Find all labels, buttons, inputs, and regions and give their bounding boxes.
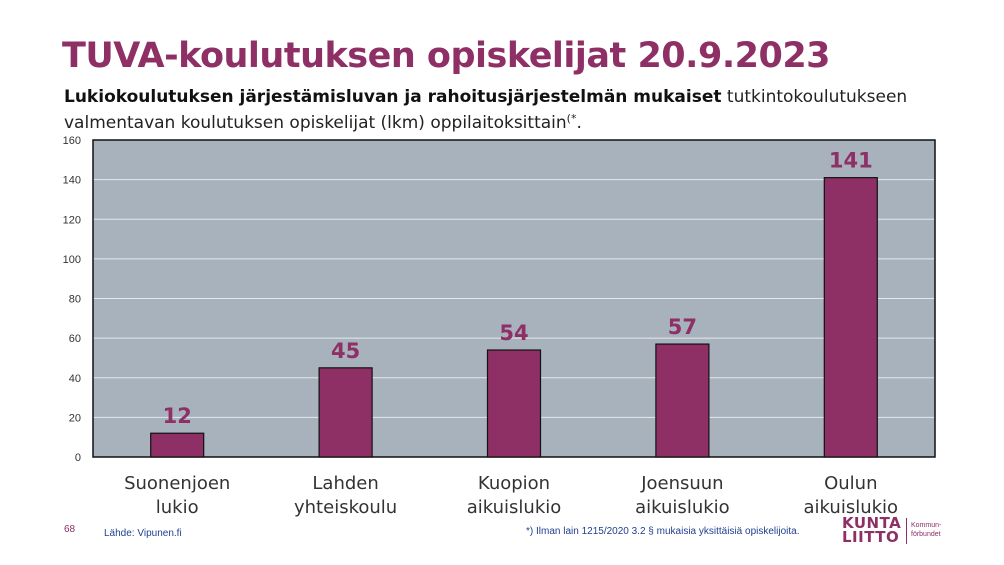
logo-divider xyxy=(906,518,907,544)
x-category-label: Lahden xyxy=(312,473,378,494)
logo-word-1: KUNTA xyxy=(842,514,902,532)
x-category-label: lukio xyxy=(156,497,199,518)
slide-title: TUVA-koulutuksen opiskelijat 20.9.2023 xyxy=(62,36,831,76)
footnote-marker: (* xyxy=(566,112,577,125)
x-category-label: Kuopion xyxy=(478,473,550,494)
bar xyxy=(318,367,373,458)
x-category-label: aikuislukio xyxy=(635,497,730,518)
data-label: 54 xyxy=(499,321,528,345)
x-category-label: yhteiskoulu xyxy=(294,497,397,518)
x-category-label: aikuislukio xyxy=(467,497,562,518)
data-label: 141 xyxy=(829,149,873,173)
y-tick-label: 60 xyxy=(69,333,81,345)
subtitle-end: . xyxy=(576,113,582,133)
y-tick-label: 20 xyxy=(69,412,81,424)
subtitle-bold: Lukiokoulutuksen järjestämisluvan ja rah… xyxy=(64,87,722,107)
kuntaliitto-logo: KUNTA LIITTO Kommun- förbundet xyxy=(842,516,952,548)
logo-side-2: förbundet xyxy=(911,531,941,538)
y-tick-label: 80 xyxy=(69,294,81,306)
logo-word-2: LIITTO xyxy=(842,528,900,546)
bar xyxy=(486,349,542,458)
footnote-text: *) Ilman lain 1215/2020 3.2 § mukaisia y… xyxy=(526,526,800,537)
y-tick-label: 120 xyxy=(63,214,81,226)
x-category-label: aikuislukio xyxy=(804,497,899,518)
source-text: Lähde: Vipunen.fi xyxy=(104,528,182,539)
y-tick-label: 140 xyxy=(63,175,81,187)
page-number: 68 xyxy=(64,524,76,535)
bar xyxy=(655,343,710,458)
y-tick-label: 160 xyxy=(63,135,81,147)
bar xyxy=(150,432,205,458)
y-tick-label: 100 xyxy=(63,254,81,266)
logo-side-text: Kommun- förbundet xyxy=(911,521,941,539)
chart-subtitle: Lukiokoulutuksen järjestämisluvan ja rah… xyxy=(64,86,944,134)
x-category-label: Suonenjoen xyxy=(124,473,230,494)
y-tick-label: 0 xyxy=(75,452,81,464)
y-tick-label: 40 xyxy=(69,373,81,385)
bar xyxy=(823,177,878,458)
x-category-label: Joensuun xyxy=(640,473,723,494)
data-label: 57 xyxy=(668,315,697,339)
data-label: 45 xyxy=(331,339,360,363)
x-category-label: Oulun xyxy=(824,473,877,494)
data-label: 12 xyxy=(163,404,192,428)
logo-side-1: Kommun- xyxy=(911,522,942,529)
subtitle-rest: tutkintokoulutukseen valmentavan koulutu… xyxy=(64,87,908,133)
